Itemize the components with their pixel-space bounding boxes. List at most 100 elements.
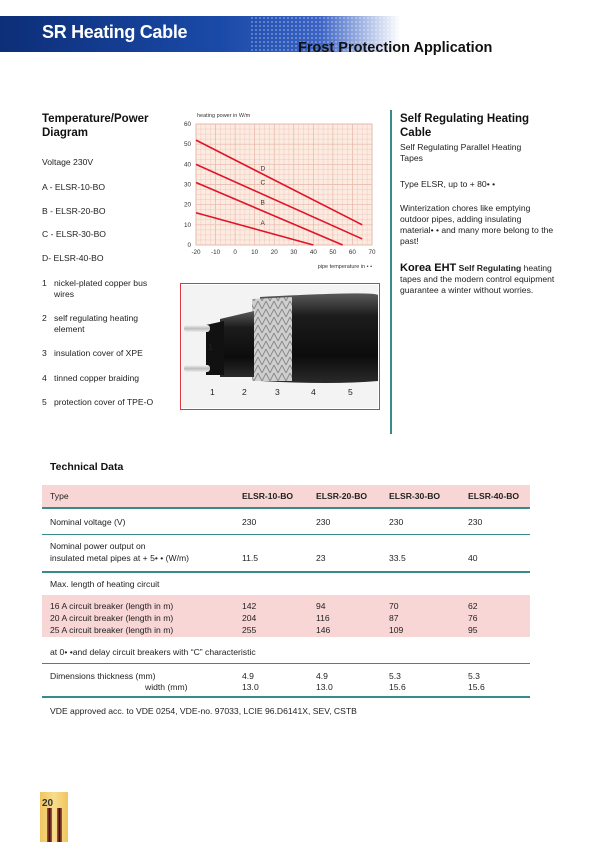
x-tick-label: 10 — [251, 249, 259, 256]
cell: 95 — [468, 624, 478, 635]
header-type: Type — [50, 491, 69, 501]
breaker-20-label: 20 A circuit breaker (length in m) — [50, 612, 174, 623]
header-col-4: ELSR-40-BO — [468, 491, 520, 501]
series-line-a — [195, 211, 314, 246]
part-text: tinned copper braiding — [54, 373, 140, 383]
table-row-breakers: 16 A circuit breaker (length in m) 142 9… — [42, 594, 530, 637]
column-divider — [390, 110, 392, 434]
table-header-row: Type ELSR-10-BO ELSR-20-BO ELSR-30-BO EL… — [42, 485, 530, 507]
korea-paragraph: Korea EHT Self Regulating heating tapes … — [400, 263, 560, 296]
cell: 230 — [242, 516, 257, 527]
model-a: A - ELSR-10-BO — [42, 182, 106, 192]
model-b: B - ELSR-20-BO — [42, 206, 106, 216]
x-tick-label: -10 — [211, 249, 221, 256]
voltage-label: Nominal voltage (V) — [50, 516, 126, 527]
cell: 230 — [389, 516, 404, 527]
cell: 4.9 — [316, 671, 328, 681]
page-number-strip — [40, 792, 68, 842]
part-text: insulation cover of XPE — [54, 348, 143, 358]
y-tick-label: 40 — [184, 161, 192, 168]
page-subtitle: Frost Protection Application — [298, 40, 493, 56]
cell: 5.3 — [389, 671, 401, 681]
cell: 204 — [242, 612, 257, 623]
header-col-3: ELSR-30-BO — [389, 491, 441, 501]
cell: 230 — [468, 516, 483, 527]
cell: 40 — [468, 553, 478, 563]
x-tick-label: 20 — [271, 249, 279, 256]
temperature-power-chart: -20 -10 0 10 20 30 40 50 60 70 0 10 20 30 40 50 60 heatin… — [184, 113, 376, 270]
model-c: C - ELSR-30-BO — [42, 229, 106, 239]
series-line-b — [195, 181, 343, 246]
cell: 5.3 — [468, 671, 480, 681]
cell: 33.5 — [389, 553, 406, 563]
model-d: D- ELSR-40-BO — [42, 253, 104, 263]
cell: 11.5 — [242, 553, 259, 563]
photo-callout-2: 2 — [242, 387, 247, 397]
table-separator — [42, 533, 530, 535]
part-number: 4 — [42, 373, 47, 383]
series-line-d — [195, 139, 363, 226]
table-separator — [42, 696, 530, 698]
type-line: Type ELSR, up to + 80• • — [400, 179, 496, 189]
table-separator — [42, 662, 530, 664]
series-label-a: A — [261, 220, 266, 227]
technical-data-heading: Technical Data — [50, 461, 124, 473]
x-tick-label: -20 — [191, 249, 201, 256]
header-col-2: ELSR-20-BO — [316, 491, 368, 501]
approval-note: VDE approved acc. to VDE 0254, VDE-no. 9… — [50, 705, 357, 716]
photo-callout-3: 3 — [275, 387, 280, 397]
korea-brand: Korea EHT — [400, 262, 457, 274]
cable-end-icon — [47, 808, 62, 842]
part-5: 5 protection cover of TPE-O — [42, 397, 169, 408]
series-line-c — [195, 163, 363, 240]
x-tick-label: 0 — [233, 249, 237, 256]
series-label-b: B — [261, 200, 265, 207]
part-2: 2 self regulating heating element — [42, 313, 169, 335]
table-separator — [42, 507, 530, 509]
part-4: 4 tinned copper braiding — [42, 373, 169, 384]
breaker-25-label: 25 A circuit breaker (length in m) — [50, 624, 174, 635]
part-number: 5 — [42, 397, 47, 407]
power-label-1: Nominal power output on — [50, 541, 146, 551]
cell: 76 — [468, 612, 478, 623]
breaker-16-label: 16 A circuit breaker (length in m) — [50, 600, 174, 611]
x-tick-label: 70 — [368, 249, 376, 256]
table-row-footer: VDE approved acc. to VDE 0254, VDE-no. 9… — [42, 698, 530, 722]
photo-callout-1: 1 — [210, 387, 215, 397]
table-row-dimensions: Dimensions thickness (mm) 4.9 4.9 5.3 5.… — [42, 664, 530, 696]
part-number: 2 — [42, 313, 47, 323]
y-tick-label: 50 — [184, 141, 192, 148]
power-label-2: insulated metal pipes at + 5• • (W/m) — [50, 553, 190, 563]
x-tick-label: 60 — [349, 249, 357, 256]
cell: 87 — [389, 612, 399, 623]
cell: 4.9 — [242, 671, 254, 681]
right-subheading: Self Regulating Parallel Heating Tapes — [400, 142, 522, 163]
series-label-c: C — [261, 179, 266, 186]
cell: 94 — [316, 600, 326, 611]
part-text: nickel-plated copper bus wires — [54, 278, 148, 299]
y-tick-label: 0 — [187, 242, 191, 249]
cell: 255 — [242, 624, 257, 635]
part-text: protection cover of TPE-O — [54, 397, 154, 407]
technical-data-table: Type ELSR-10-BO ELSR-20-BO ELSR-30-BO EL… — [42, 485, 530, 722]
y-tick-label: 30 — [184, 182, 192, 189]
cell: 13.0 — [316, 682, 333, 692]
cell: 109 — [389, 624, 404, 635]
cable-photo — [182, 285, 378, 408]
part-text: self regulating heating element — [54, 313, 139, 334]
part-number: 3 — [42, 348, 47, 358]
cell: 23 — [316, 553, 326, 563]
dims-label-thickness: Dimensions thickness (mm) — [50, 671, 156, 681]
y-tick-label: 20 — [184, 202, 192, 209]
cell: 70 — [389, 600, 399, 611]
diagram-heading: Temperature/Power Diagram — [42, 113, 149, 139]
korea-bold: Self Regulating — [458, 263, 522, 273]
cell: 142 — [242, 600, 257, 611]
photo-callout-4: 4 — [311, 387, 316, 397]
page-number: 20 — [42, 798, 54, 809]
part-1: 1 nickel-plated copper bus wires — [42, 278, 169, 300]
right-heading: Self Regulating Heating Cable — [400, 113, 530, 139]
y-axis-label: heating power in W/m — [197, 113, 251, 119]
y-tick-label: 10 — [184, 222, 192, 229]
header-col-1: ELSR-10-BO — [242, 491, 294, 501]
